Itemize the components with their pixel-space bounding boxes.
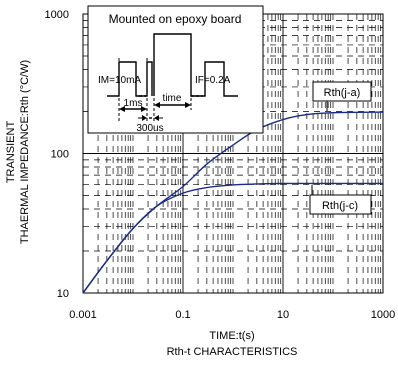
- y-tick-label: 100: [51, 149, 69, 161]
- pulse-waveform-main: [153, 33, 238, 97]
- x-tick-label: 1000: [371, 309, 395, 321]
- time-arrowhead-left: [154, 102, 160, 108]
- inset-title: Mounted on epoxy board: [109, 12, 242, 26]
- x-axis-label: TIME:t(s): [209, 330, 254, 342]
- inset-pulse-diagram: Mounted on epoxy board IM=10mA IF=0.2A 1…: [87, 5, 264, 134]
- inset-ms-label: 1ms: [124, 98, 143, 109]
- us-arrowhead-left: [142, 115, 147, 121]
- ms-arrowhead-right: [141, 106, 147, 112]
- ms-arrowhead-left: [119, 106, 125, 112]
- chart-caption: Rth-t CHARACTERISTICS: [167, 346, 298, 358]
- x-tick-label: 0.1: [175, 309, 190, 321]
- series-label-rth-j-c: Rth(j-c): [309, 194, 372, 215]
- us-arrowhead-right: [154, 115, 159, 121]
- y-axis-label-line2: THAERMAL IMPEDANCE:Rth (°C/W): [19, 60, 31, 244]
- x-tick-labels: 0.001 0.1 10 1000: [69, 309, 395, 321]
- series-label-rth-j-a: Rth(j-a): [312, 81, 372, 102]
- y-tick-label: 10: [57, 288, 69, 300]
- inset-time-label: time: [163, 93, 182, 104]
- series-line-1: [82, 182, 383, 294]
- inset-us-label: 300us: [136, 123, 163, 134]
- x-tick-label: 10: [277, 309, 289, 321]
- svg-text:Rth(j-a): Rth(j-a): [324, 87, 361, 99]
- y-tick-label: 1000: [45, 9, 69, 21]
- time-arrowhead-right: [185, 102, 191, 108]
- series-layer: [82, 111, 384, 294]
- x-tick-label: 0.001: [69, 309, 97, 321]
- inset-if-label: IF=0.2A: [195, 75, 231, 86]
- svg-text:Rth(j-c): Rth(j-c): [322, 200, 358, 212]
- y-tick-labels: 10 100 1000: [45, 9, 69, 300]
- y-axis-label-line1: TRANSIENT: [5, 121, 17, 184]
- inset-im-label: IM=10mA: [98, 75, 141, 86]
